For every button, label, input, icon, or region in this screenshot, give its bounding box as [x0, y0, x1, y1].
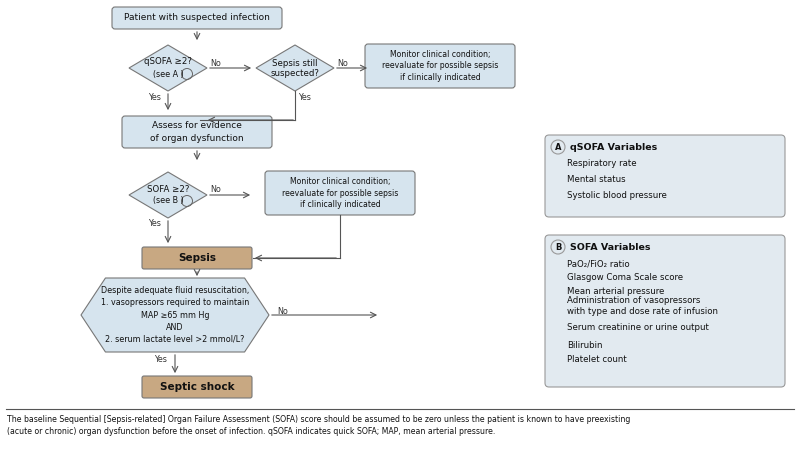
Text: (see A ): (see A )	[153, 69, 183, 79]
Text: Yes: Yes	[154, 355, 167, 364]
Polygon shape	[81, 278, 269, 352]
Text: Sepsis: Sepsis	[178, 253, 216, 263]
Text: Systolic blood pressure: Systolic blood pressure	[567, 191, 667, 199]
FancyBboxPatch shape	[265, 171, 415, 215]
Text: No: No	[338, 59, 349, 68]
Text: B: B	[555, 242, 561, 252]
Text: Patient with suspected infection: Patient with suspected infection	[124, 14, 270, 23]
Text: Mean arterial pressure: Mean arterial pressure	[567, 287, 664, 296]
Polygon shape	[129, 45, 207, 91]
Text: qSOFA ≥2?: qSOFA ≥2?	[144, 58, 192, 66]
FancyBboxPatch shape	[365, 44, 515, 88]
Text: Yes: Yes	[147, 93, 161, 102]
Text: No: No	[210, 186, 222, 194]
FancyBboxPatch shape	[112, 7, 282, 29]
Text: Yes: Yes	[147, 219, 161, 228]
Text: Administration of vasopressors
with type and dose rate of infusion: Administration of vasopressors with type…	[567, 296, 718, 316]
Text: Monitor clinical condition;
reevaluate for possible sepsis
if clinically indicat: Monitor clinical condition; reevaluate f…	[282, 177, 398, 209]
Text: Septic shock: Septic shock	[160, 382, 234, 392]
Text: Despite adequate fluid resuscitation,
1. vasopressors required to maintain
MAP ≥: Despite adequate fluid resuscitation, 1.…	[101, 286, 249, 344]
Text: Respiratory rate: Respiratory rate	[567, 158, 637, 168]
Text: Bilirubin: Bilirubin	[567, 340, 602, 350]
Text: qSOFA Variables: qSOFA Variables	[570, 143, 658, 152]
Text: Monitor clinical condition;
reevaluate for possible sepsis
if clinically indicat: Monitor clinical condition; reevaluate f…	[382, 49, 498, 82]
Polygon shape	[256, 45, 334, 91]
Text: (see B ): (see B )	[153, 197, 183, 206]
Text: suspected?: suspected?	[270, 69, 319, 78]
Text: SOFA ≥2?: SOFA ≥2?	[147, 184, 189, 193]
Text: Mental status: Mental status	[567, 174, 626, 183]
Text: Glasgow Coma Scale score: Glasgow Coma Scale score	[567, 273, 683, 282]
Text: (acute or chronic) organ dysfunction before the onset of infection. qSOFA indica: (acute or chronic) organ dysfunction bef…	[7, 427, 495, 436]
Text: A: A	[554, 143, 562, 152]
Text: The baseline Sequential [Sepsis-related] Organ Failure Assessment (SOFA) score s: The baseline Sequential [Sepsis-related]…	[7, 415, 630, 424]
FancyBboxPatch shape	[545, 235, 785, 387]
Text: Assess for evidence
of organ dysfunction: Assess for evidence of organ dysfunction	[150, 121, 244, 143]
FancyBboxPatch shape	[142, 376, 252, 398]
Text: SOFA Variables: SOFA Variables	[570, 242, 650, 252]
Text: Yes: Yes	[298, 94, 311, 103]
Text: Sepsis still: Sepsis still	[272, 59, 318, 68]
Text: Serum creatinine or urine output: Serum creatinine or urine output	[567, 324, 709, 332]
Text: Platelet count: Platelet count	[567, 355, 626, 364]
FancyBboxPatch shape	[122, 116, 272, 148]
Text: PaO₂/FiO₂ ratio: PaO₂/FiO₂ ratio	[567, 260, 630, 268]
Polygon shape	[129, 172, 207, 218]
Text: No: No	[210, 59, 222, 68]
FancyBboxPatch shape	[545, 135, 785, 217]
FancyBboxPatch shape	[142, 247, 252, 269]
Text: No: No	[278, 306, 289, 316]
